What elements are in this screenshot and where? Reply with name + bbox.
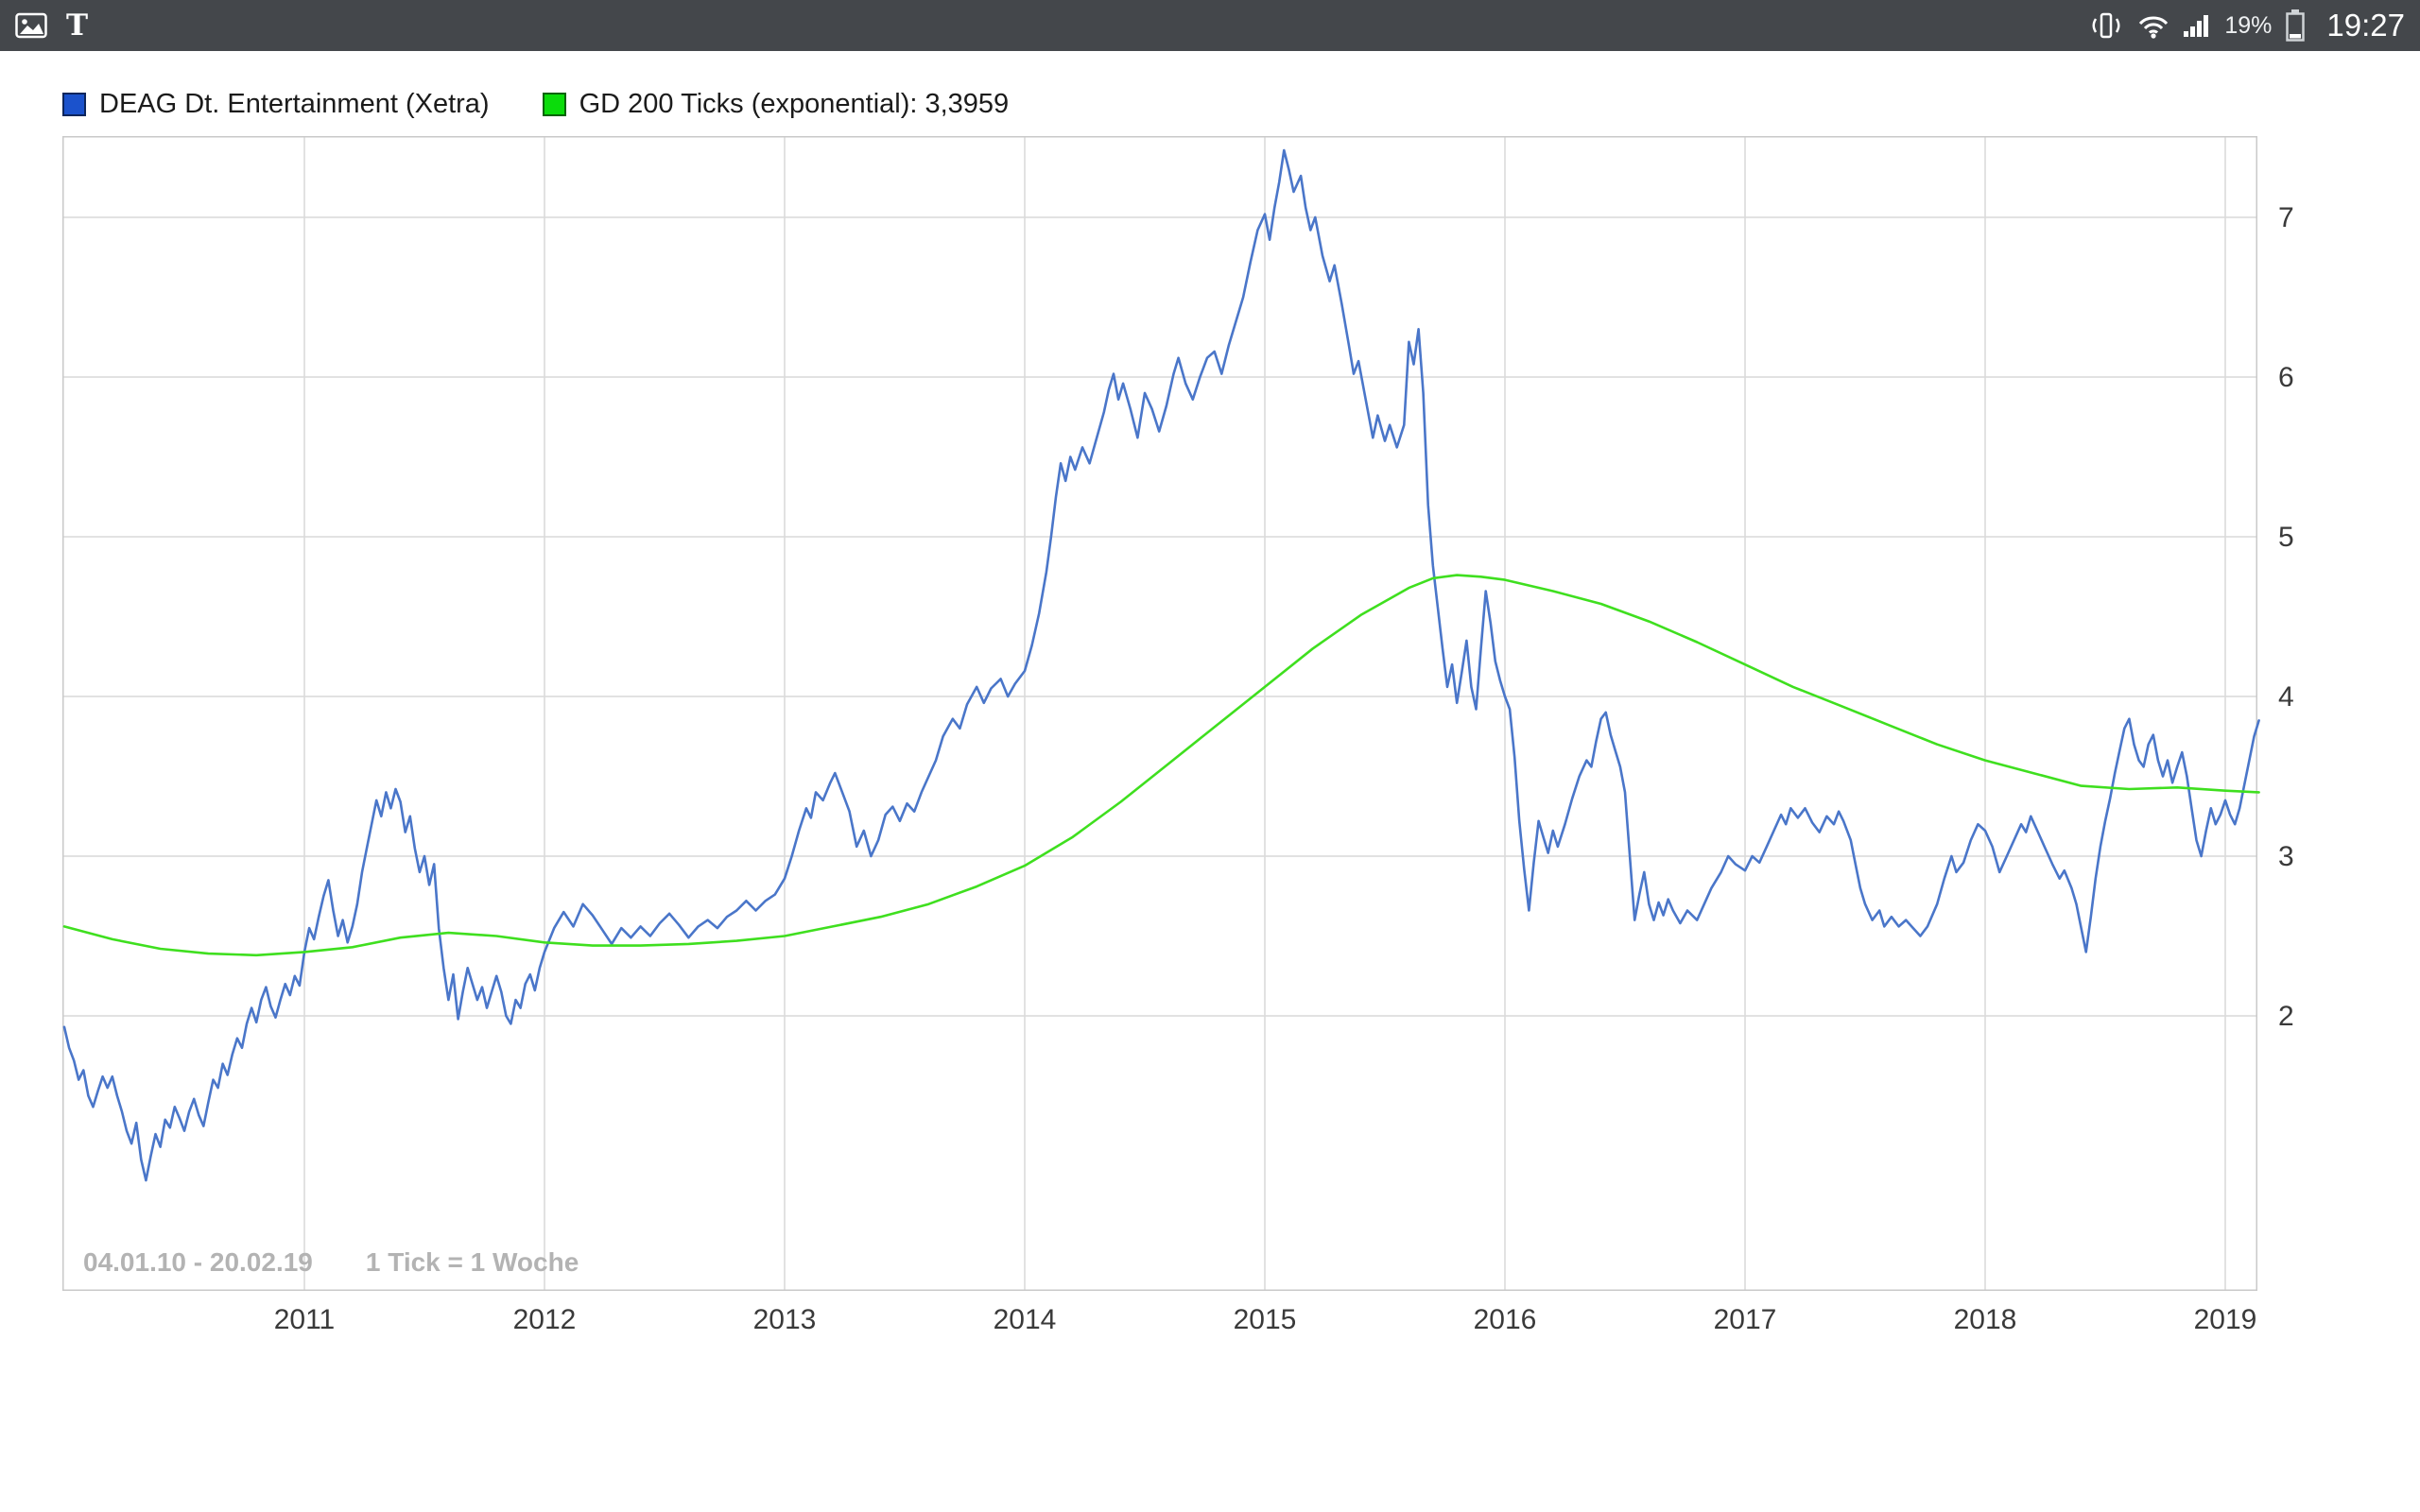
battery-icon — [2286, 9, 2306, 42]
legend-swatch-blue — [62, 93, 86, 116]
vibrate-mute-icon — [2092, 12, 2120, 39]
x-axis-label-2011: 2011 — [274, 1304, 336, 1335]
x-axis-label-2018: 2018 — [1954, 1304, 2017, 1335]
x-axis-label-2019: 2019 — [2194, 1304, 2257, 1335]
status-bar-left: T — [15, 8, 89, 43]
gallery-notification-icon — [15, 12, 47, 39]
status-bar-right: 19% 19:27 — [2089, 8, 2405, 43]
x-axis-label-2013: 2013 — [753, 1304, 817, 1335]
chart-footnote: 04.01.10 - 20.02.19 1 Tick = 1 Woche — [83, 1247, 579, 1278]
status-bar: T 19% — [0, 0, 2420, 51]
chart-page: DEAG Dt. Entertainment (Xetra) GD 200 Ti… — [0, 51, 2420, 1512]
chart-legend: DEAG Dt. Entertainment (Xetra) GD 200 Ti… — [62, 89, 1009, 120]
wifi-icon — [2139, 16, 2169, 39]
news-t-notification-icon: T — [66, 8, 89, 43]
y-axis-label-7: 7 — [2278, 202, 2294, 233]
series-line-gd200 — [62, 574, 2260, 957]
y-axis-label-6: 6 — [2278, 362, 2294, 393]
x-axis-label-2014: 2014 — [994, 1304, 1057, 1335]
y-axis-label-4: 4 — [2278, 681, 2294, 713]
y-axis-label-2: 2 — [2278, 1001, 2294, 1032]
plot-border — [62, 136, 2257, 1291]
price-chart[interactable]: 2 3 4 5 6 7 2011 2012 2013 2014 2015 2016 2017 2018 20… — [62, 136, 2420, 1346]
series-line-price — [62, 148, 2260, 1182]
tick-info-label: 1 Tick = 1 Woche — [365, 1247, 579, 1277]
x-axis-label-2016: 2016 — [1474, 1304, 1537, 1335]
y-axis-label-5: 5 — [2278, 522, 2294, 553]
x-axis-label-2015: 2015 — [1234, 1304, 1297, 1335]
battery-percent: 19% — [2224, 11, 2273, 39]
signal-strength-icon — [2184, 15, 2209, 37]
date-range-label: 04.01.10 - 20.02.19 — [83, 1247, 313, 1277]
legend-item-gd200: GD 200 Ticks (exponential): 3,3959 — [542, 89, 1010, 120]
x-axis-label-2012: 2012 — [513, 1304, 577, 1335]
legend-label-gd200: GD 200 Ticks (exponential): 3,3959 — [579, 89, 1010, 119]
legend-swatch-green — [542, 93, 566, 116]
legend-item-price: DEAG Dt. Entertainment (Xetra) — [62, 89, 490, 120]
y-axis-label-3: 3 — [2278, 841, 2294, 872]
clock: 19:27 — [2326, 8, 2405, 43]
x-axis-label-2017: 2017 — [1714, 1304, 1777, 1335]
legend-label-price: DEAG Dt. Entertainment (Xetra) — [99, 89, 490, 119]
